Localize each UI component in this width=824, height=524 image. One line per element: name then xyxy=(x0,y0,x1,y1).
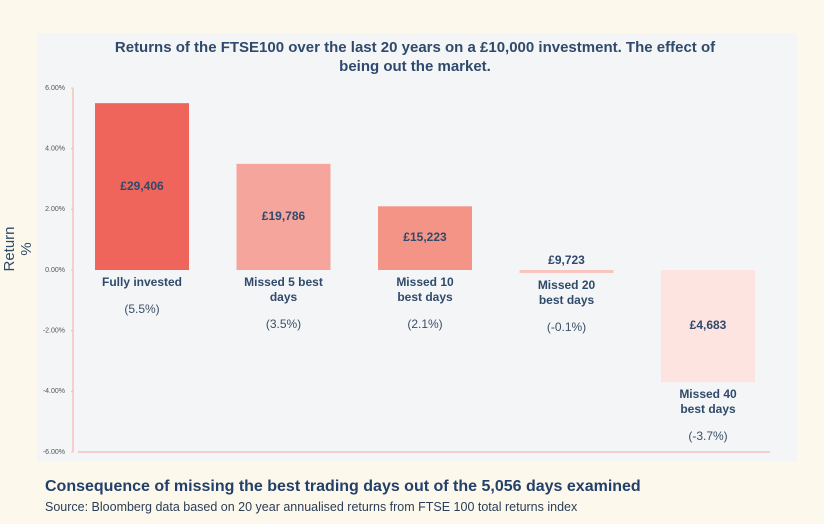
chart-title: Returns of the FTSE100 over the last 20 … xyxy=(114,39,716,75)
y-tick-label: 6.00% xyxy=(45,85,65,92)
amount-label: £15,223 xyxy=(403,230,447,245)
bar xyxy=(519,270,614,274)
x-tick-label: Missed 40 best days xyxy=(679,387,737,417)
y-tick-label: 4.00% xyxy=(45,146,65,153)
x-tick-label: Missed 20 best days xyxy=(537,278,596,308)
y-tick-label: 2.00% xyxy=(45,206,65,213)
amount-label: £4,683 xyxy=(689,318,727,333)
value-label: (2.1%) xyxy=(407,317,443,331)
bar xyxy=(236,163,331,270)
amount-label: £9,723 xyxy=(548,253,585,267)
x-tick-label: Missed 10 best days xyxy=(396,275,454,304)
value-label: (-0.1%) xyxy=(546,320,587,335)
value-label: (3.5%) xyxy=(265,317,302,331)
x-tick-label: Missed 5 best days xyxy=(244,275,323,304)
bar xyxy=(378,206,472,270)
y-tick-label: -6.00% xyxy=(43,449,65,456)
source: Source: Bloomberg data based on 20 year … xyxy=(45,500,578,514)
x-tick-label: Fully invested xyxy=(101,275,183,289)
bar xyxy=(661,270,755,383)
y-tick-label: -4.00% xyxy=(43,388,65,395)
y-tick-label: -2.00% xyxy=(43,328,65,335)
bar xyxy=(95,103,189,271)
amount-label: £19,786 xyxy=(261,208,306,223)
value-label: (-3.7%) xyxy=(688,429,728,444)
y-axis-label: Return % xyxy=(1,226,35,272)
value-label: (5.5%) xyxy=(124,302,160,316)
y-tick-label: 0.00% xyxy=(45,267,65,274)
caption: Consequence of missing the best trading … xyxy=(45,478,641,495)
amount-label: £29,406 xyxy=(120,178,164,193)
